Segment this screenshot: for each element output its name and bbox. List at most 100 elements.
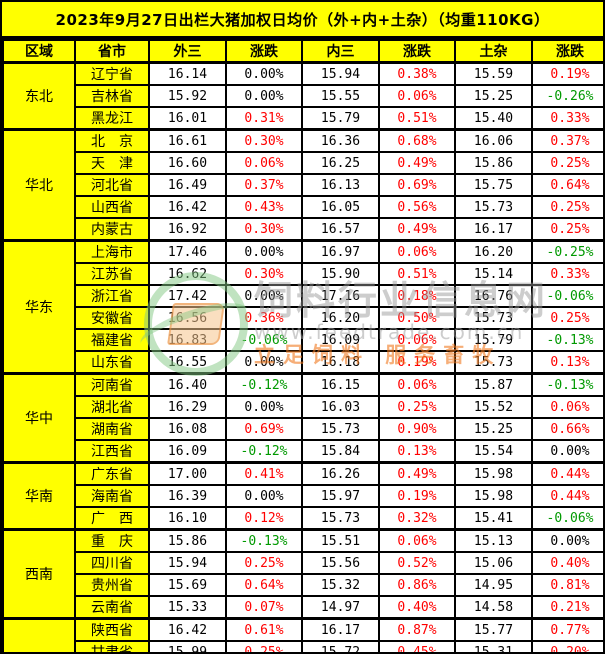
- change-cell: 0.21%: [531, 595, 603, 620]
- change-cell: 0.00%: [531, 528, 603, 553]
- price-cell: 16.05: [301, 195, 380, 219]
- change-cell: 0.49%: [378, 461, 456, 486]
- province-cell: 湖南省: [74, 417, 150, 441]
- price-cell: 15.13: [454, 528, 533, 553]
- price-cell: 16.83: [148, 328, 227, 352]
- price-table-body: 区域 省市 外三 涨跌 内三 涨跌 土杂 涨跌 东北 辽宁省 16.14 0.00% 15.94 0.38…: [2, 39, 603, 652]
- table-row: 山西省 16.42 0.43% 16.05 0.56% 15.73 0.25%: [3, 195, 603, 219]
- price-cell: 16.76: [454, 284, 533, 308]
- change-cell: 0.52%: [378, 551, 456, 575]
- price-cell: 14.95: [454, 573, 533, 597]
- province-cell: 云南省: [74, 595, 150, 620]
- change-cell: 0.06%: [378, 528, 456, 553]
- change-cell: 0.31%: [225, 106, 303, 131]
- change-cell: 0.25%: [531, 195, 603, 219]
- table-row: 华东 上海市 17.46 0.00% 16.97 0.06% 16.20 -0.25%: [2, 239, 603, 375]
- change-cell: 0.38%: [378, 61, 456, 86]
- province-cell: 黑龙江: [74, 106, 150, 131]
- region-cell: 西南: [2, 528, 76, 620]
- change-cell: 0.45%: [378, 640, 456, 652]
- change-cell: 0.13%: [531, 350, 603, 375]
- change-cell: 0.06%: [531, 395, 603, 419]
- change-cell: 0.41%: [225, 461, 303, 486]
- change-cell: 0.64%: [531, 173, 603, 197]
- change-cell: 0.13%: [378, 439, 456, 464]
- change-cell: -0.13%: [225, 528, 303, 553]
- table-row: 内蒙古 16.92 0.30% 16.57 0.49% 16.17 0.25%: [3, 217, 603, 242]
- change-cell: 0.25%: [225, 640, 303, 652]
- change-cell: -0.06%: [531, 506, 603, 531]
- price-cell: 15.73: [301, 506, 380, 531]
- price-cell: 15.72: [301, 640, 380, 652]
- province-cell: 福建省: [74, 328, 150, 352]
- price-cell: 15.87: [454, 372, 533, 397]
- price-cell: 16.20: [301, 306, 380, 330]
- change-cell: 0.66%: [531, 417, 603, 441]
- change-cell: 0.25%: [225, 551, 303, 575]
- table-row: 河北省 16.49 0.37% 16.13 0.69% 15.75 0.64%: [3, 173, 603, 197]
- change-cell: 0.25%: [531, 151, 603, 175]
- province-cell: 天 津: [74, 151, 150, 175]
- province-cell: 浙江省: [74, 284, 150, 308]
- table-row: 华中 河南省 16.40 -0.12% 16.15 0.06% 15.87 -0.13%: [2, 372, 603, 464]
- price-cell: 17.42: [148, 284, 227, 308]
- price-cell: 17.00: [148, 461, 227, 486]
- province-cell: 湖北省: [74, 395, 150, 419]
- change-cell: -0.12%: [225, 372, 303, 397]
- change-cell: 0.25%: [531, 217, 603, 242]
- change-cell: 0.00%: [225, 350, 303, 375]
- change-cell: 0.25%: [378, 395, 456, 419]
- price-cell: 16.08: [148, 417, 227, 441]
- table-row: 江苏省 16.62 0.30% 15.90 0.51% 15.14 0.33%: [3, 262, 603, 286]
- price-cell: 15.97: [301, 484, 380, 508]
- province-cell: 河南省: [74, 372, 150, 397]
- change-cell: 0.00%: [225, 239, 303, 264]
- table-row: 湖北省 16.29 0.00% 16.03 0.25% 15.52 0.06%: [3, 395, 603, 419]
- region-cell: 华中: [2, 372, 76, 464]
- price-cell: 15.98: [454, 484, 533, 508]
- price-cell: 17.16: [301, 284, 380, 308]
- table-row: 西北陕西省16.420.61%16.170.87%15.770.77%: [2, 617, 603, 652]
- province-cell: 山东省: [74, 350, 150, 375]
- region-cell: 华北: [2, 128, 76, 242]
- price-cell: 16.61: [148, 128, 227, 153]
- price-cell: 15.73: [454, 350, 533, 375]
- price-cell: 15.77: [454, 617, 533, 642]
- change-cell: 0.50%: [378, 306, 456, 330]
- change-cell: 0.40%: [378, 595, 456, 620]
- price-cell: 15.92: [148, 84, 227, 108]
- region-cell: 华东: [2, 239, 76, 375]
- price-cell: 14.97: [301, 595, 380, 620]
- page-title: 2023年9月27日出栏大猪加权日均价（外+内+土杂）（均重110KG）: [2, 2, 603, 39]
- change-cell: 0.40%: [531, 551, 603, 575]
- change-cell: -0.26%: [531, 84, 603, 108]
- change-cell: 0.36%: [225, 306, 303, 330]
- change-cell: 0.68%: [378, 128, 456, 153]
- province-cell: 重 庆: [74, 528, 150, 553]
- price-cell: 15.14: [454, 262, 533, 286]
- price-cell: 15.31: [454, 640, 533, 652]
- table-header-row: 区域 省市 外三 涨跌 内三 涨跌 土杂 涨跌: [2, 39, 603, 64]
- price-cell: 15.55: [301, 84, 380, 108]
- province-cell: 北 京: [74, 128, 150, 153]
- column-header: 区域: [2, 39, 76, 64]
- province-cell: 陕西省: [74, 617, 150, 642]
- price-cell: 16.06: [454, 128, 533, 153]
- price-cell: 15.25: [454, 417, 533, 441]
- price-cell: 16.29: [148, 395, 227, 419]
- change-cell: -0.06%: [531, 284, 603, 308]
- price-cell: 16.40: [148, 372, 227, 397]
- change-cell: 0.00%: [225, 284, 303, 308]
- change-cell: 0.33%: [531, 262, 603, 286]
- price-cell: 15.25: [454, 84, 533, 108]
- change-cell: 0.00%: [225, 484, 303, 508]
- price-cell: 15.79: [301, 106, 380, 131]
- change-cell: 0.56%: [378, 195, 456, 219]
- change-cell: 0.77%: [531, 617, 603, 642]
- column-header: 土杂: [454, 39, 533, 64]
- price-cell: 16.15: [301, 372, 380, 397]
- change-cell: 0.00%: [225, 61, 303, 86]
- province-cell: 海南省: [74, 484, 150, 508]
- price-cell: 15.79: [454, 328, 533, 352]
